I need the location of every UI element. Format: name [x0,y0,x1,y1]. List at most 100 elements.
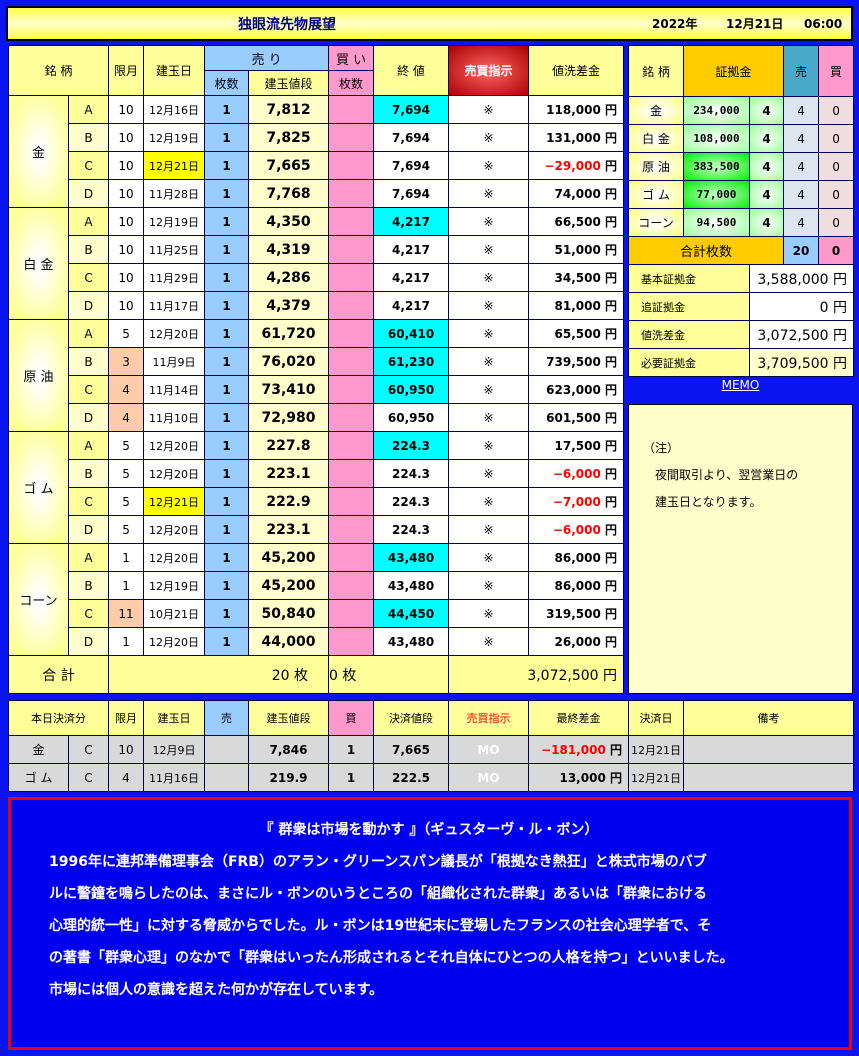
buy-count: 0 [818,152,855,181]
contract-code: A [67,543,110,572]
quote-line: 1996年に連邦準備理事会（FRB）のアラン・グリーンスパン議長が「根拠なき熱狂… [49,854,707,870]
contract-month: 1 [108,571,145,600]
mtm-cell: 739,500 円 [528,347,625,376]
contract-code: D [67,179,110,208]
margin-row: ゴ ム 77,000 4 4 0 [628,180,855,209]
margin-row: 白 金 108,000 4 4 0 [628,124,855,153]
yen-unit: 円 [605,131,618,145]
entry-price: 61,720 [248,319,330,348]
entry-price: 222.9 [248,487,330,516]
instruction-mark: ※ [448,459,530,488]
summary-value: 3,072,500 円 [748,320,855,349]
close-price: 4,217 [373,291,450,320]
entry-price: 7,768 [248,179,330,208]
close-price: 7,694 [373,179,450,208]
yen-unit: 円 [605,327,618,341]
contract-code: B [67,123,110,152]
contract-code: C [67,151,110,180]
commodity-name: コーン [628,208,684,237]
yen-unit: 円 [605,467,618,481]
header-buy-qty: 枚数 [328,70,375,96]
mtm-cell: 623,000 円 [528,375,625,404]
margin-row: 金 234,000 4 4 0 [628,96,855,125]
buy-qty [328,263,375,292]
settled-row: 金 C 10 12月9日 7,846 1 7,665 MO −181,000 円 12月21日 [8,735,854,764]
quote-line: 市場には個人の意識を超えた何かが存在しています。 [49,982,384,998]
entry-price: 223.1 [248,515,330,544]
commodity-name: 白 金 [8,207,69,320]
contract-month: 5 [108,515,145,544]
entry-date: 12月20日 [143,627,206,656]
entry-price: 7,812 [248,95,330,124]
header-sell-qty: 枚数 [204,70,250,96]
instruction-mark: ※ [448,431,530,460]
entry-price: 44,000 [248,627,330,656]
memo-line: 建玉日となります。 [643,495,762,509]
sell-qty: 1 [204,291,250,320]
mtm-value: 17,500 [554,439,601,453]
mtm-value: 131,000 [546,131,601,145]
settled-header-cell: 決済値段 [373,700,449,736]
quote-line: の著書「群衆心理」のなかで「群衆はいったん形成されるとそれ自体にひとつの人格を持… [49,950,734,966]
sell-qty: 1 [204,123,250,152]
settled-header-cell: 決済日 [628,700,684,736]
yen-unit: 円 [609,771,622,785]
memo-link[interactable]: MEMO [721,378,760,392]
entry-date: 11月9日 [143,347,206,376]
position-row: 原 油 A 5 12月20日 1 61,720 60,410 ※ 65,500 円 [8,319,625,432]
total-mtm: 3,072,500 [527,667,599,684]
margin-amount: 77,000 [683,180,750,209]
instruction-mark: ※ [448,347,530,376]
close-price: 7,694 [373,151,450,180]
entry-price: 72,980 [248,403,330,432]
header-sell: 売 り [204,45,330,71]
position-row: コーン A 1 12月20日 1 45,200 43,480 ※ 86,000 円 [8,543,625,656]
sell-qty: 1 [204,515,250,544]
total-sell-count: 20 [783,236,820,265]
yen-unit: 円 [605,495,618,509]
margin-amount: 108,000 [683,124,750,153]
entry-price: 73,410 [248,375,330,404]
entry-price: 223.1 [248,459,330,488]
entry-price: 4,379 [248,291,330,320]
final-diff-value: 13,000 [559,771,606,785]
contract-code: D [67,627,110,656]
margin-header-sell: 売 [783,45,820,97]
contract-code: A [67,95,110,124]
mtm-cell: 17,500 円 [528,431,625,460]
summary-label: 基本証拠金 [628,264,750,293]
contract-month: 10 [108,123,145,152]
sell-qty: 1 [204,375,250,404]
settled-row: ゴ ム C 4 11月16日 219.9 1 222.5 MO 13,000 円 12月21日 [8,763,854,792]
commodity-name: 金 [628,96,684,125]
instruction-mark: ※ [448,179,530,208]
entry-date: 12月19日 [143,571,206,600]
memo-line: （注） [643,441,680,455]
entry-price: 4,350 [248,207,330,236]
commodity-name: コーン [8,543,69,656]
margin-summary-row: 値洗差金 3,072,500 円 [628,320,855,349]
entry-date: 11月17日 [143,291,206,320]
close-price: 4,217 [373,235,450,264]
buy-qty [328,543,375,572]
contract-month: 5 [108,319,145,348]
entry-date: 12月9日 [143,735,205,764]
contract-month: 10 [108,263,145,292]
close-price: 60,410 [373,319,450,348]
contract-code: D [67,403,110,432]
sell-qty: 1 [204,319,250,348]
yen-unit: 円 [609,743,622,757]
buy-qty [328,375,375,404]
mtm-cell: 118,000 円 [528,95,625,124]
header-entry-date: 建玉日 [143,45,206,96]
entry-date: 11月14日 [143,375,206,404]
margin-amount: 383,500 [683,152,750,181]
buy-qty [328,431,375,460]
instruction-mark: ※ [448,543,530,572]
sell-count: 4 [783,180,820,209]
sell-qty: 1 [204,543,250,572]
instruction-mark: ※ [448,207,530,236]
entry-price: 7,846 [248,735,329,764]
buy-qty: 1 [328,763,374,792]
